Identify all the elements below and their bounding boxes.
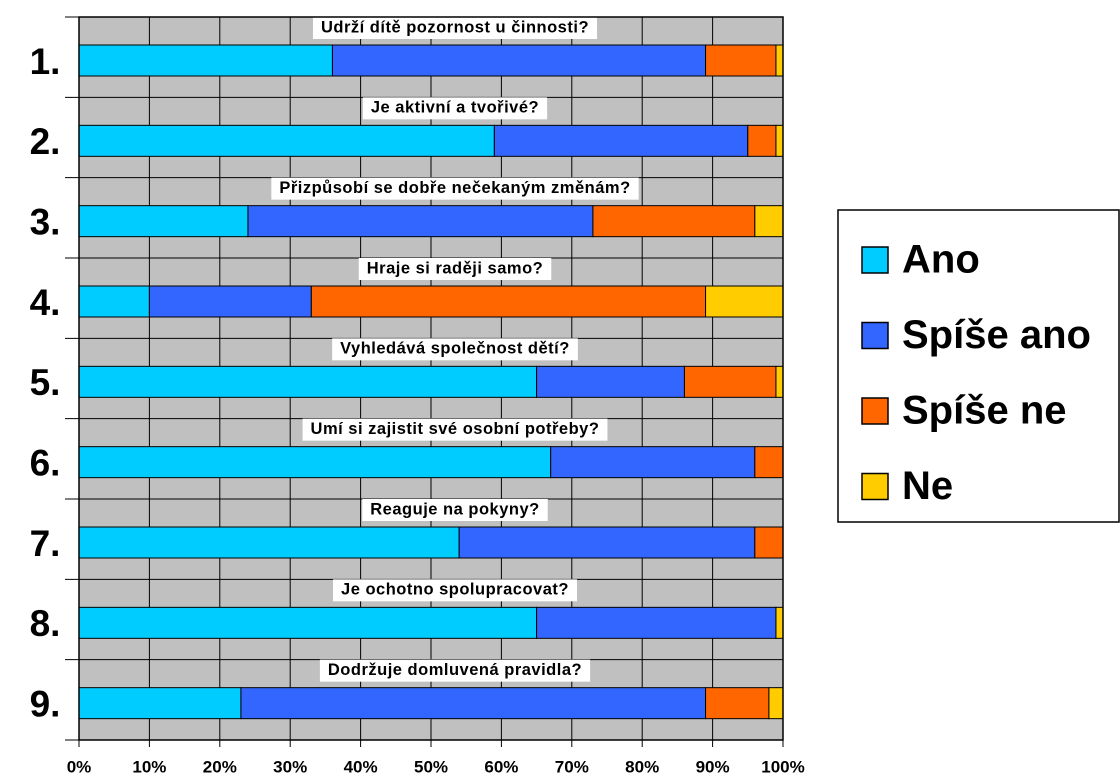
y-tick-label: 5. — [30, 362, 61, 403]
annotation-box — [319, 659, 591, 682]
x-tick-label: 100% — [761, 757, 804, 776]
annotation: Dodržuje domluvená pravidla? — [328, 661, 582, 679]
legend-label: Spíše ne — [902, 389, 1067, 433]
bar-segment — [78, 687, 242, 720]
bar-segment — [705, 44, 777, 77]
annotation-box — [333, 579, 577, 602]
bar-segment — [247, 205, 594, 238]
bar-segment — [78, 285, 150, 318]
bar-segment — [493, 124, 749, 157]
y-tick-label: 9. — [30, 683, 61, 724]
bar-segment — [705, 285, 784, 318]
bar-segment — [592, 205, 756, 238]
annotation-box — [362, 97, 548, 120]
legend-swatch — [861, 321, 889, 350]
bar-segment — [78, 446, 552, 479]
x-tick-label: 60% — [484, 757, 518, 776]
bar-segment — [78, 365, 538, 398]
bar-segment — [775, 606, 784, 639]
x-tick-label: 70% — [555, 757, 589, 776]
annotation: Je ochotno spolupracovat? — [341, 581, 569, 599]
y-tick-label: 3. — [30, 201, 61, 242]
bar-segment — [775, 44, 784, 77]
bar-segment — [331, 44, 707, 77]
x-tick-label: 90% — [696, 757, 730, 776]
bar-segment — [310, 285, 707, 318]
x-tick-label: 10% — [132, 757, 166, 776]
bar-segment — [754, 205, 784, 238]
annotation: Přizpůsobí se dobře nečekaným změnám? — [279, 179, 630, 197]
y-tick-label: 2. — [30, 121, 61, 162]
bar-segment — [754, 446, 784, 479]
bar-segment — [747, 124, 777, 157]
bar-segment — [78, 124, 495, 157]
annotation: Reaguje na pokyny? — [370, 500, 539, 518]
bar-segment — [705, 687, 770, 720]
bar-segment — [458, 526, 756, 559]
bar-segment — [683, 365, 777, 398]
y-tick-label: 8. — [30, 603, 61, 644]
y-tick-label: 6. — [30, 442, 61, 483]
legend-swatch — [861, 397, 889, 425]
bar-segment — [148, 285, 312, 318]
annotation: Udrží dítě pozornost u činnosti? — [321, 18, 589, 36]
legend-label: Spíše ano — [902, 313, 1091, 357]
y-tick-label: 4. — [30, 282, 61, 323]
annotation-box — [271, 177, 639, 200]
legend-label: Ne — [902, 464, 953, 508]
legend-swatch — [861, 472, 889, 501]
legend-swatch — [861, 246, 889, 274]
bar-segment — [78, 526, 460, 559]
annotation-box — [362, 499, 548, 521]
x-tick-label: 80% — [625, 757, 659, 776]
y-tick-label: 1. — [30, 41, 61, 82]
legend-label: Ano — [902, 238, 980, 282]
x-tick-label: 20% — [203, 757, 237, 776]
bar-segment — [78, 44, 333, 77]
annotation-box — [332, 338, 578, 361]
annotation-box — [302, 418, 608, 441]
annotation: Hraje si raději samo? — [367, 259, 544, 277]
bar-segment — [78, 606, 538, 639]
annotation: Umí si zajistit své osobní potřeby? — [311, 420, 600, 438]
bar-segment — [775, 124, 784, 157]
annotation-box — [358, 258, 552, 280]
y-tick-label: 7. — [30, 523, 61, 564]
bar-segment — [240, 687, 707, 720]
bar-segment — [78, 205, 249, 238]
bar-segment — [754, 526, 784, 559]
bar-segment — [536, 365, 685, 398]
bar-segment — [768, 687, 784, 720]
annotation-box — [312, 17, 598, 39]
x-tick-label: 50% — [414, 757, 448, 776]
annotation: Je aktivní a tvořivé? — [371, 99, 539, 117]
bar-segment — [550, 446, 756, 479]
plot-border — [78, 16, 784, 741]
x-tick-label: 40% — [344, 757, 378, 776]
x-tick-label: 30% — [273, 757, 307, 776]
x-tick-label: 0% — [67, 757, 92, 776]
annotation: Vyhledává společnost dětí? — [340, 340, 570, 358]
bar-segment — [536, 606, 777, 639]
bar-segment — [775, 365, 784, 398]
